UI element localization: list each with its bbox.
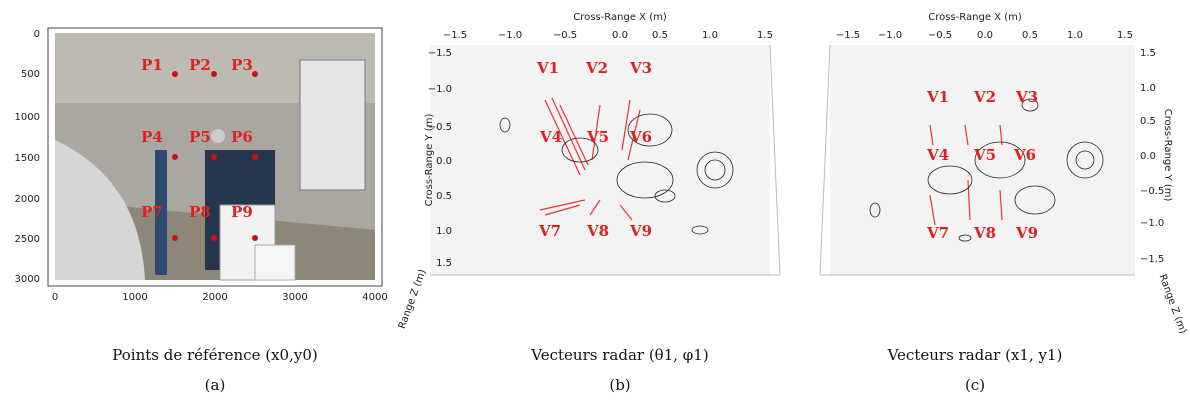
point-marker bbox=[252, 154, 258, 160]
caption: Points de référence (x0,y0) bbox=[112, 346, 317, 364]
point-label: P1 bbox=[141, 56, 163, 74]
vector-label: V9 bbox=[1015, 224, 1038, 242]
vector-label: V3 bbox=[1015, 88, 1038, 106]
vector-label: V1 bbox=[926, 88, 949, 106]
panel-label: (a) bbox=[205, 376, 226, 394]
plot-3d bbox=[430, 44, 781, 276]
vector-label: V5 bbox=[973, 146, 996, 164]
x-tick-label: −0.5 bbox=[553, 30, 577, 41]
y-tick-label: −0.5 bbox=[428, 122, 452, 133]
y-tick-label: 1.5 bbox=[1140, 48, 1156, 59]
x-tick-label: −1.0 bbox=[498, 30, 522, 41]
caption: Vecteurs radar (θ1, φ1) bbox=[530, 346, 708, 364]
y-tick-label: 500 bbox=[21, 69, 40, 80]
y-tick-label: −1.5 bbox=[1140, 254, 1164, 265]
y-tick-label: 2500 bbox=[15, 234, 40, 245]
caption: Vecteurs radar (x1, y1) bbox=[887, 346, 1063, 364]
x-tick-label: 1.5 bbox=[757, 30, 773, 41]
x-tick-label: 4000 bbox=[362, 292, 387, 303]
point-marker bbox=[172, 154, 178, 160]
point-label: P9 bbox=[231, 203, 253, 221]
point-marker bbox=[172, 71, 178, 77]
x-tick-label: 1.0 bbox=[1067, 30, 1083, 41]
x-tick-label: −1.5 bbox=[836, 30, 860, 41]
plot-3d bbox=[819, 44, 1135, 276]
point-label: P5 bbox=[189, 128, 211, 146]
point-label: P6 bbox=[231, 128, 253, 146]
vector-label: V4 bbox=[539, 128, 562, 146]
vector-label: V6 bbox=[629, 128, 652, 146]
vector-label: V8 bbox=[973, 224, 996, 242]
point-marker bbox=[172, 235, 178, 241]
y-tick-label: −1.5 bbox=[428, 48, 452, 59]
y-tick-label: 1.5 bbox=[436, 258, 452, 269]
point-marker bbox=[211, 235, 217, 241]
y-tick-label: 0.0 bbox=[1140, 151, 1156, 162]
vector-label: V2 bbox=[973, 88, 996, 106]
y-tick-label: 0 bbox=[34, 29, 40, 40]
point-label: P3 bbox=[231, 56, 253, 74]
point-marker bbox=[252, 71, 258, 77]
point-marker bbox=[211, 154, 217, 160]
axes-frame bbox=[47, 27, 383, 287]
y-tick-label: −0.5 bbox=[1140, 186, 1164, 197]
x-axis-title: Cross-Range X (m) bbox=[928, 12, 1022, 23]
x-tick-label: 1.5 bbox=[1117, 30, 1133, 41]
y-tick-label: 0.5 bbox=[1140, 116, 1156, 127]
vector-label: V3 bbox=[629, 59, 652, 77]
x-tick-label: 0.0 bbox=[977, 30, 993, 41]
y-tick-label: 1.0 bbox=[436, 226, 452, 237]
x-tick-label: −1.5 bbox=[443, 30, 467, 41]
z-axis-title: Range Z (m) bbox=[397, 268, 429, 331]
x-tick-label: 1000 bbox=[122, 292, 147, 303]
y-tick-label: 2000 bbox=[15, 194, 40, 205]
vector-label: V5 bbox=[586, 128, 609, 146]
vector-label: V9 bbox=[629, 222, 652, 240]
point-label: P2 bbox=[189, 56, 211, 74]
y-tick-label: 1500 bbox=[15, 153, 40, 164]
z-axis-title: Range Z (m) bbox=[1157, 273, 1189, 336]
x-axis-title: Cross-Range X (m) bbox=[573, 12, 667, 23]
y-tick-label: 0.5 bbox=[436, 191, 452, 202]
vector-label: V6 bbox=[1013, 146, 1036, 164]
vector-label: V7 bbox=[926, 224, 949, 242]
y-tick-label: 3000 bbox=[15, 274, 40, 285]
y-tick-label: −1.0 bbox=[1140, 218, 1164, 229]
panel-label: (b) bbox=[609, 376, 630, 394]
y-tick-label: 1.0 bbox=[1140, 83, 1156, 94]
x-tick-label: −0.5 bbox=[928, 30, 952, 41]
y-axis-title: Cross-Range Y (m) bbox=[1162, 109, 1173, 202]
vector-label: V8 bbox=[586, 222, 609, 240]
vector-label: V7 bbox=[538, 222, 561, 240]
point-marker bbox=[252, 235, 258, 241]
panel-label: (c) bbox=[965, 376, 985, 394]
x-tick-label: 0.0 bbox=[612, 30, 628, 41]
x-tick-label: 0 bbox=[52, 292, 58, 303]
y-tick-label: 0.0 bbox=[436, 156, 452, 167]
point-label: P4 bbox=[141, 128, 163, 146]
y-axis-title: Cross-Range Y (m) bbox=[424, 114, 435, 207]
point-label: P7 bbox=[141, 203, 163, 221]
x-tick-label: −1.0 bbox=[878, 30, 902, 41]
x-tick-label: 0.5 bbox=[1022, 30, 1038, 41]
vector-label: V2 bbox=[585, 59, 608, 77]
vector-label: V1 bbox=[536, 59, 559, 77]
x-tick-label: 1.0 bbox=[702, 30, 718, 41]
x-tick-label: 0.5 bbox=[652, 30, 668, 41]
x-tick-label: 3000 bbox=[282, 292, 307, 303]
y-tick-label: 1000 bbox=[15, 112, 40, 123]
point-label: P8 bbox=[189, 203, 211, 221]
y-tick-label: −1.0 bbox=[428, 84, 452, 95]
x-tick-label: 2000 bbox=[202, 292, 227, 303]
point-marker bbox=[211, 71, 217, 77]
vector-label: V4 bbox=[926, 146, 949, 164]
